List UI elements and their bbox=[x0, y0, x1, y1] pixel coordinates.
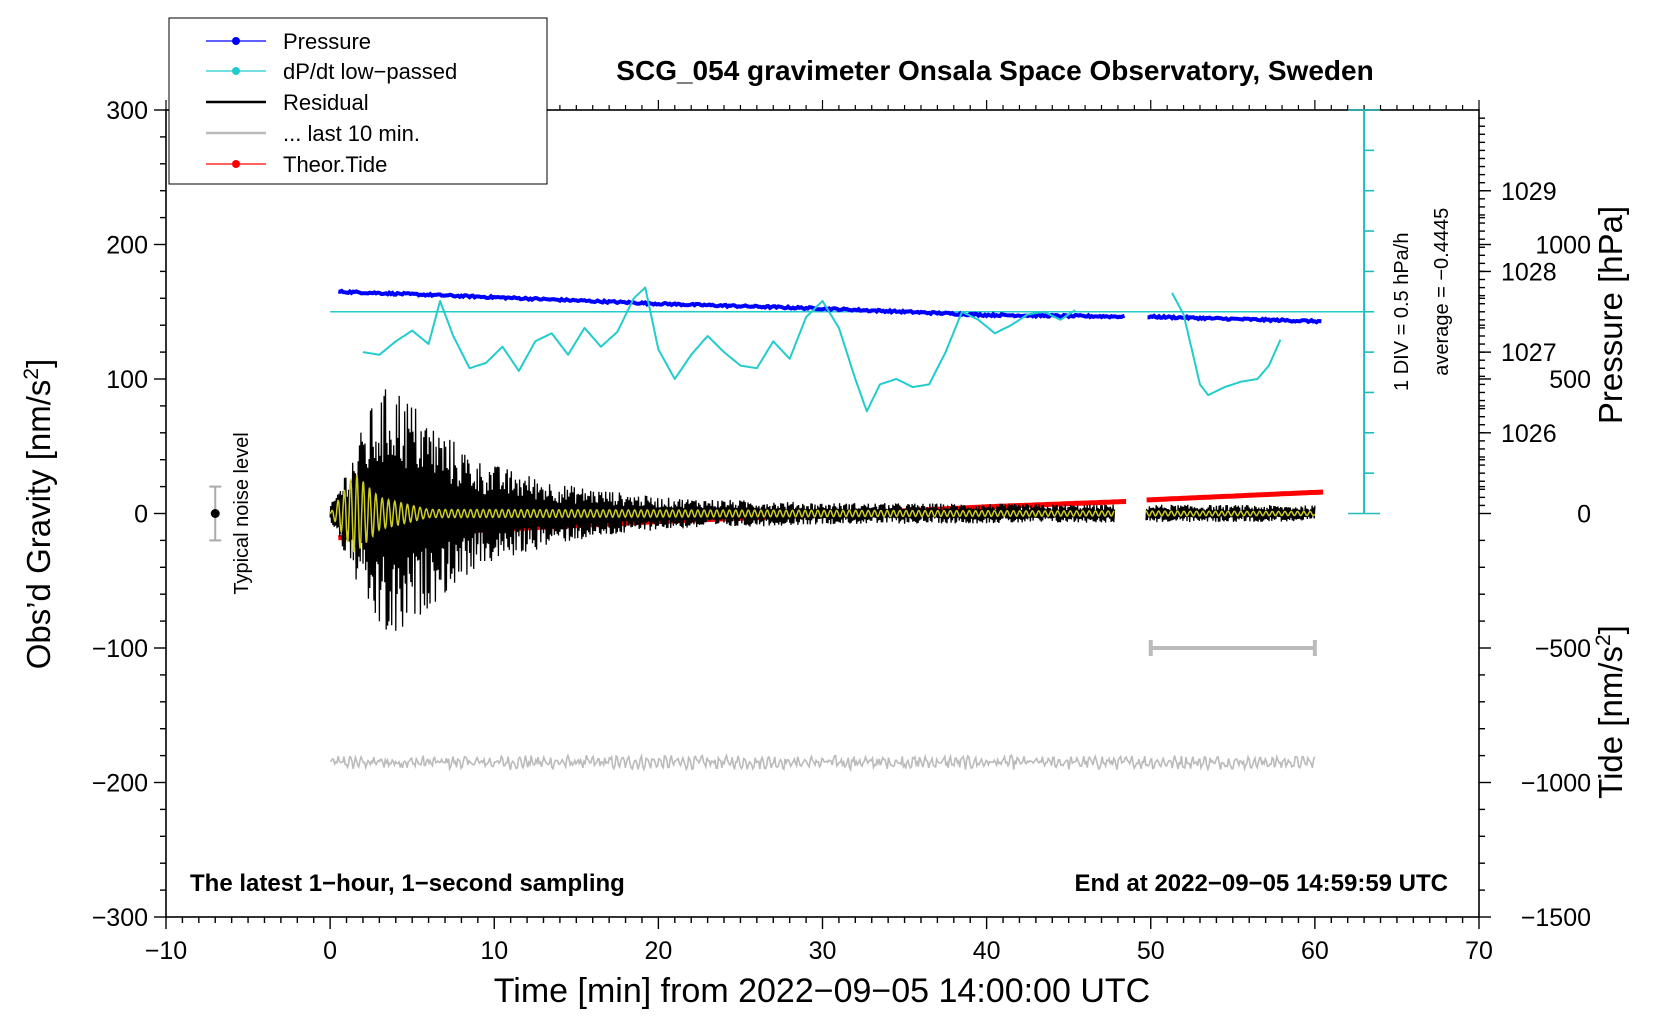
y-label-left-end: ] bbox=[20, 359, 57, 368]
legend-label: ... last 10 min. bbox=[283, 121, 420, 146]
annotation-right: End at 2022−09−05 14:59:59 UTC bbox=[1074, 870, 1448, 897]
axes: −10 0 10 20 30 40 50 60 703002001000−100−200−300… bbox=[92, 97, 1591, 965]
noise-label: Typical noise level bbox=[231, 432, 253, 594]
pressure-tick-label: 1029 bbox=[1501, 178, 1557, 206]
pressure-line-segment-1 bbox=[337, 288, 1126, 320]
y-axis-label-left: Obs’d Gravity [nm/s2] bbox=[20, 359, 57, 670]
y-tick-label-left: 300 bbox=[106, 97, 148, 125]
legend-item-residual: Residual bbox=[206, 90, 369, 115]
dpdt-line-segment-2 bbox=[1171, 292, 1282, 397]
tide-tick-label: 500 bbox=[1549, 366, 1591, 394]
y-label-left-sup: 2 bbox=[20, 368, 43, 380]
pressure-tick-label: 1027 bbox=[1501, 339, 1557, 367]
legend-label: dP/dt low−passed bbox=[283, 59, 457, 84]
y-tick-label-left: −300 bbox=[92, 904, 148, 932]
y-tick-label-left: 0 bbox=[134, 501, 148, 529]
pressure-line-segment-2 bbox=[1147, 313, 1322, 325]
legend-item-tide: Theor.Tide bbox=[206, 152, 387, 177]
legend-item-dpdt: dP/dt low−passed bbox=[206, 59, 457, 84]
tide-line-segment-2 bbox=[1146, 489, 1324, 503]
x-tick-label: 70 bbox=[1465, 937, 1493, 965]
y-tick-label-left: 100 bbox=[106, 366, 148, 394]
legend-item-pressure: Pressure bbox=[206, 29, 371, 54]
tide-tick-label: −1000 bbox=[1521, 770, 1591, 798]
last10-line bbox=[330, 752, 1316, 773]
residual-line-segment-2 bbox=[1145, 504, 1316, 523]
y-tick-label-left: 200 bbox=[106, 232, 148, 260]
x-tick-label: 60 bbox=[1301, 937, 1329, 965]
legend-label: Pressure bbox=[283, 29, 371, 54]
annotation-left: The latest 1−hour, 1−second sampling bbox=[190, 870, 625, 897]
legend-item-last10: ... last 10 min. bbox=[206, 121, 420, 146]
residual-lowpass-segment-1 bbox=[329, 473, 1115, 553]
x-tick-label: 0 bbox=[323, 937, 337, 965]
y-label-left-main: Obs’d Gravity [nm/s bbox=[20, 380, 57, 670]
x-tick-label: 30 bbox=[809, 937, 837, 965]
noise-marker: Typical noise level bbox=[209, 432, 253, 595]
pressure-tick-label: 1026 bbox=[1501, 420, 1557, 448]
legend-label: Residual bbox=[283, 90, 369, 115]
y-axis-label-tide: Tide [nm/s2] bbox=[1592, 625, 1629, 799]
y-label-tide-main: Tide [nm/s bbox=[1592, 646, 1629, 799]
y-tick-label-left: −200 bbox=[92, 770, 148, 798]
x-tick-label: 50 bbox=[1137, 937, 1165, 965]
x-tick-label: 40 bbox=[973, 937, 1001, 965]
y-tick-label-left: −100 bbox=[92, 635, 148, 663]
y-axis-label-pressure: Pressure [hPa] bbox=[1592, 206, 1629, 424]
legend-swatch-dot bbox=[232, 37, 240, 45]
x-tick-label: 20 bbox=[644, 937, 672, 965]
tide-tick-label: 0 bbox=[1577, 501, 1591, 529]
dpdt-line-segment-1 bbox=[362, 286, 1076, 413]
plot-frame bbox=[165, 109, 1480, 918]
x-tick-label: 10 bbox=[480, 937, 508, 965]
y-label-tide-sup: 2 bbox=[1592, 634, 1615, 646]
scale-bar-average: average = −0.4445 bbox=[1431, 208, 1453, 376]
tide-tick-label: −1500 bbox=[1521, 904, 1591, 932]
legend: Pressure dP/dt low−passed Residual ... l… bbox=[168, 17, 548, 185]
x-tick-label: −10 bbox=[145, 937, 187, 965]
x-axis-label: Time [min] from 2022−09−05 14:00:00 UTC bbox=[494, 972, 1150, 1010]
dpdt-scale-bar: 1 DIV = 0.5 hPa/h average = −0.4445 bbox=[1348, 109, 1453, 515]
legend-swatch-dot bbox=[232, 67, 240, 75]
residual-lowpass-segment-2 bbox=[1145, 510, 1316, 517]
tide-tick-label: −500 bbox=[1535, 635, 1591, 663]
legend-label: Theor.Tide bbox=[283, 152, 387, 177]
tide-tick-label: 1000 bbox=[1535, 232, 1591, 260]
data-series bbox=[329, 286, 1365, 773]
pressure-tick-label: 1028 bbox=[1501, 258, 1557, 286]
chart-title: SCG_054 gravimeter Onsala Space Observat… bbox=[616, 55, 1373, 86]
scale-bar-ticks bbox=[1348, 109, 1381, 515]
noise-center-dot bbox=[210, 509, 220, 518]
legend-swatch-dot bbox=[232, 160, 240, 168]
scale-bar-label: 1 DIV = 0.5 hPa/h bbox=[1391, 233, 1413, 391]
y-label-tide-end: ] bbox=[1592, 625, 1629, 634]
